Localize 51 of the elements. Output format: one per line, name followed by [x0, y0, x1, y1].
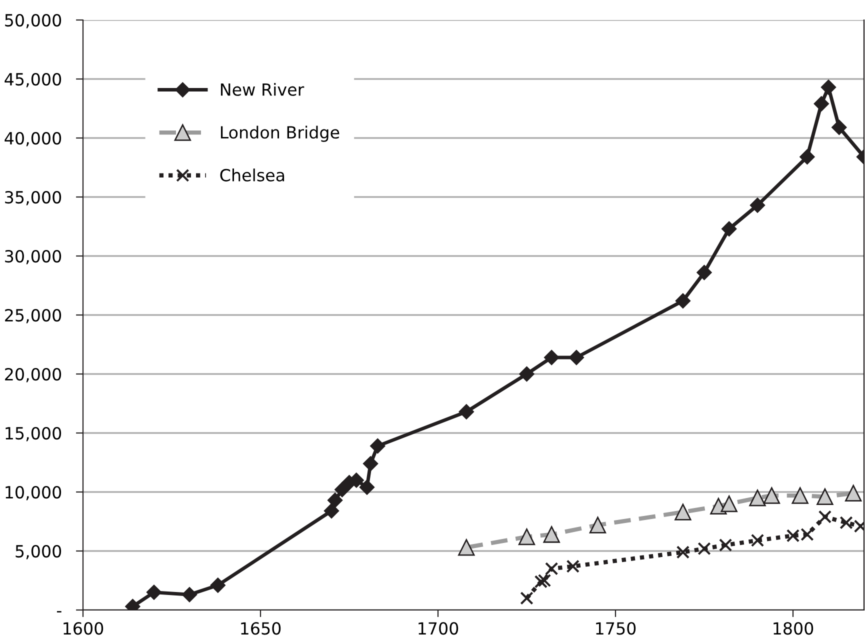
- legend-label: London Bridge: [220, 126, 340, 142]
- point: [832, 120, 847, 135]
- y-tick-label: 5,000: [16, 544, 62, 560]
- point: [324, 503, 340, 518]
- y-tick-label: -: [56, 611, 62, 612]
- point: [182, 587, 198, 602]
- point: [534, 575, 548, 588]
- x-tick-label: 1600: [64, 622, 104, 635]
- point: [568, 350, 584, 366]
- point: [814, 96, 829, 112]
- point: [359, 480, 375, 495]
- point: [458, 404, 474, 420]
- point: [538, 574, 552, 588]
- point: [370, 438, 386, 454]
- x-tick-label: 1700: [418, 622, 458, 635]
- point: [520, 592, 534, 605]
- legend-label: Chelsea: [220, 168, 284, 182]
- y-tick-label: 15,000: [6, 426, 62, 442]
- point: [544, 350, 560, 366]
- x-tick-label: 1750: [596, 622, 636, 635]
- point: [327, 492, 343, 508]
- point: [750, 534, 764, 547]
- point: [818, 510, 832, 524]
- y-tick-label: 30,000: [5, 250, 62, 264]
- x-tick-label: 1800: [774, 622, 814, 635]
- point: [566, 560, 580, 573]
- point: [800, 149, 815, 164]
- point: [545, 562, 558, 576]
- point: [820, 80, 836, 95]
- point: [362, 456, 378, 472]
- y-tick-label: 35,000: [5, 190, 62, 206]
- point: [696, 264, 712, 280]
- point: [519, 366, 534, 382]
- point: [840, 516, 853, 530]
- point: [718, 538, 732, 552]
- y-tick-label: 50,000: [5, 14, 62, 28]
- x-tick-label: 1650: [241, 622, 281, 635]
- point: [334, 482, 350, 498]
- y-tick-label: 25,000: [5, 308, 62, 324]
- point: [146, 584, 162, 600]
- y-tick-label: 20,000: [5, 368, 62, 382]
- point: [698, 542, 711, 556]
- point: [210, 578, 226, 593]
- y-tick-label: 45,000: [4, 72, 62, 88]
- legend-label: New River: [220, 82, 304, 96]
- point: [675, 293, 691, 308]
- point: [722, 221, 737, 236]
- point: [750, 198, 766, 213]
- point: [676, 546, 690, 559]
- y-tick-label: 40,000: [4, 132, 62, 146]
- y-tick-label: 10,000: [6, 486, 62, 500]
